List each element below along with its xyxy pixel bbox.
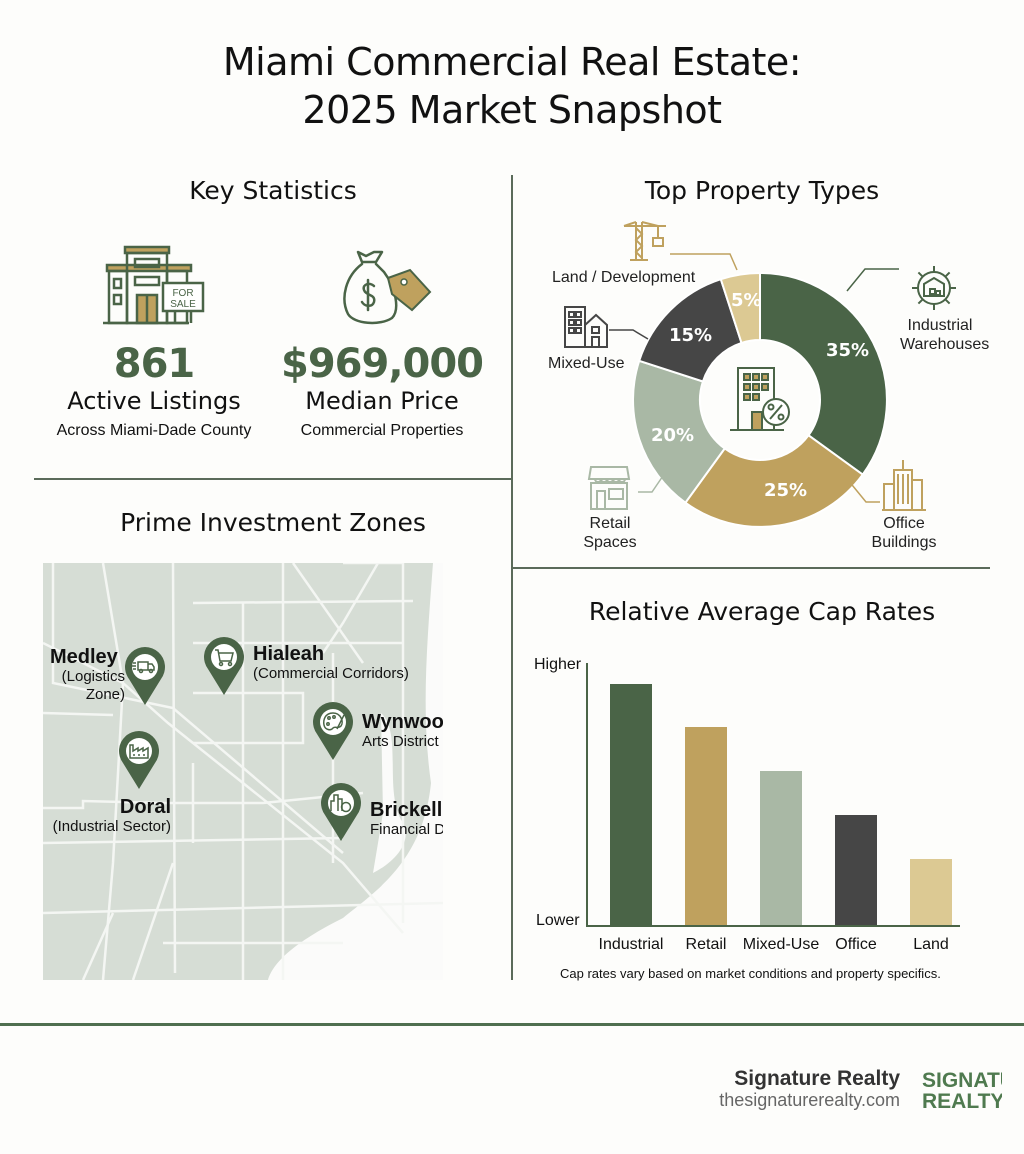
shopping-cart-icon bbox=[215, 649, 234, 667]
zones-title: Prime Investment Zones bbox=[120, 508, 426, 537]
doral-label: Doral (Industrial Sector) bbox=[52, 796, 171, 835]
y-axis-line bbox=[586, 663, 588, 926]
right-horizontal-divider bbox=[512, 567, 990, 569]
segment-industrial bbox=[759, 271, 888, 476]
delivery-truck-icon bbox=[132, 661, 155, 674]
brand-logo: SIGNATURE REALTY bbox=[922, 1070, 1002, 1112]
retail-pct: 20% bbox=[651, 425, 695, 446]
cap-rates-title: Relative Average Cap Rates bbox=[588, 597, 936, 626]
skyline-coin-icon bbox=[330, 794, 352, 813]
left-horizontal-divider bbox=[34, 478, 512, 480]
brand-url[interactable]: thesignaturerealty.com bbox=[719, 1090, 900, 1110]
retail-label: Retail Spaces bbox=[583, 515, 637, 551]
building-for-sale-icon: FOR SALE bbox=[103, 245, 205, 325]
money-bag-tag-icon bbox=[343, 250, 432, 325]
office-tower-icon bbox=[882, 460, 926, 511]
active-listings-value: 861 bbox=[113, 341, 196, 387]
x-label-mixed-use: Mixed-Use bbox=[742, 936, 820, 953]
hialeah-pin[interactable] bbox=[202, 635, 246, 697]
brand-name: Signature Realty bbox=[734, 1067, 900, 1090]
bar-industrial bbox=[610, 684, 652, 925]
median-price-label: Median Price bbox=[305, 387, 459, 415]
land-label: Land / Development bbox=[552, 269, 696, 286]
key-statistics-title: Key Statistics bbox=[189, 176, 357, 205]
active-listings-sublabel: Across Miami-Dade County bbox=[56, 422, 252, 439]
medley-pin[interactable] bbox=[123, 645, 167, 707]
median-price-value: $969,000 bbox=[280, 341, 484, 387]
svg-text:SALE: SALE bbox=[170, 299, 196, 310]
land-pct: 5% bbox=[731, 290, 762, 311]
cap-rates-note: Cap rates vary based on market condition… bbox=[560, 966, 941, 981]
brickell-pin[interactable] bbox=[319, 781, 363, 843]
wynwood-label: Wynwood Arts District bbox=[362, 711, 443, 750]
active-listings-label: Active Listings bbox=[67, 387, 241, 415]
x-label-land: Land bbox=[913, 936, 949, 953]
palette-icon bbox=[323, 712, 345, 731]
x-label-retail: Retail bbox=[685, 936, 727, 953]
property-types-title: Top Property Types bbox=[644, 176, 880, 205]
property-types-donut-chart bbox=[632, 271, 888, 528]
svg-text:FOR: FOR bbox=[172, 288, 193, 299]
factory-icon bbox=[129, 744, 149, 759]
title-line-2: 2025 Market Snapshot bbox=[302, 88, 722, 132]
footer-divider bbox=[0, 1023, 1024, 1026]
doral-pin[interactable] bbox=[117, 729, 161, 791]
segment-land bbox=[719, 271, 761, 345]
page-title: Miami Commercial Real Estate: 2025 Marke… bbox=[0, 38, 1024, 134]
office-pct: 25% bbox=[764, 480, 808, 501]
medley-label: Medley (Logistics Zone) bbox=[50, 646, 125, 703]
segment-office bbox=[684, 433, 865, 528]
mixed-use-buildings-icon bbox=[564, 306, 608, 348]
title-line-1: Miami Commercial Real Estate: bbox=[222, 40, 802, 84]
industrial-label: Industrial Warehouses bbox=[900, 317, 990, 353]
y-axis-low-label: Lower bbox=[536, 912, 580, 929]
office-label: Office Buildings bbox=[871, 515, 937, 551]
x-label-office: Office bbox=[835, 936, 877, 953]
bar-office bbox=[835, 815, 877, 925]
segment-retail bbox=[632, 359, 727, 505]
median-price-stat: $969,000 Median Price Commercial Propert… bbox=[272, 342, 492, 442]
hialeah-label: Hialeah (Commercial Corridors) bbox=[253, 643, 409, 682]
miami-map[interactable]: Medley (Logistics Zone) Hialeah (Commerc… bbox=[43, 563, 443, 980]
bar-land bbox=[910, 859, 952, 925]
building-percent-icon bbox=[730, 367, 790, 431]
bar-retail bbox=[685, 727, 727, 925]
wynwood-pin[interactable] bbox=[311, 700, 355, 762]
storefront-icon bbox=[587, 466, 631, 510]
industrial-pct: 35% bbox=[826, 340, 870, 361]
x-axis-line bbox=[586, 925, 960, 927]
bar-mixed-use bbox=[760, 771, 802, 925]
median-price-sublabel: Commercial Properties bbox=[300, 422, 464, 439]
y-axis-high-label: Higher bbox=[534, 656, 582, 673]
brickell-label: Brickell Financial District bbox=[370, 799, 443, 838]
mixed-use-label: Mixed-Use bbox=[548, 355, 625, 372]
map-roads bbox=[43, 563, 443, 980]
active-listings-stat: 861 Active Listings Across Miami-Dade Co… bbox=[44, 342, 264, 442]
x-label-industrial: Industrial bbox=[598, 936, 664, 953]
donut-leader-lines bbox=[609, 253, 899, 503]
vertical-divider bbox=[511, 175, 513, 980]
crane-icon bbox=[623, 221, 666, 261]
gear-warehouse-icon bbox=[912, 266, 956, 310]
mixed-use-pct: 15% bbox=[669, 325, 713, 346]
